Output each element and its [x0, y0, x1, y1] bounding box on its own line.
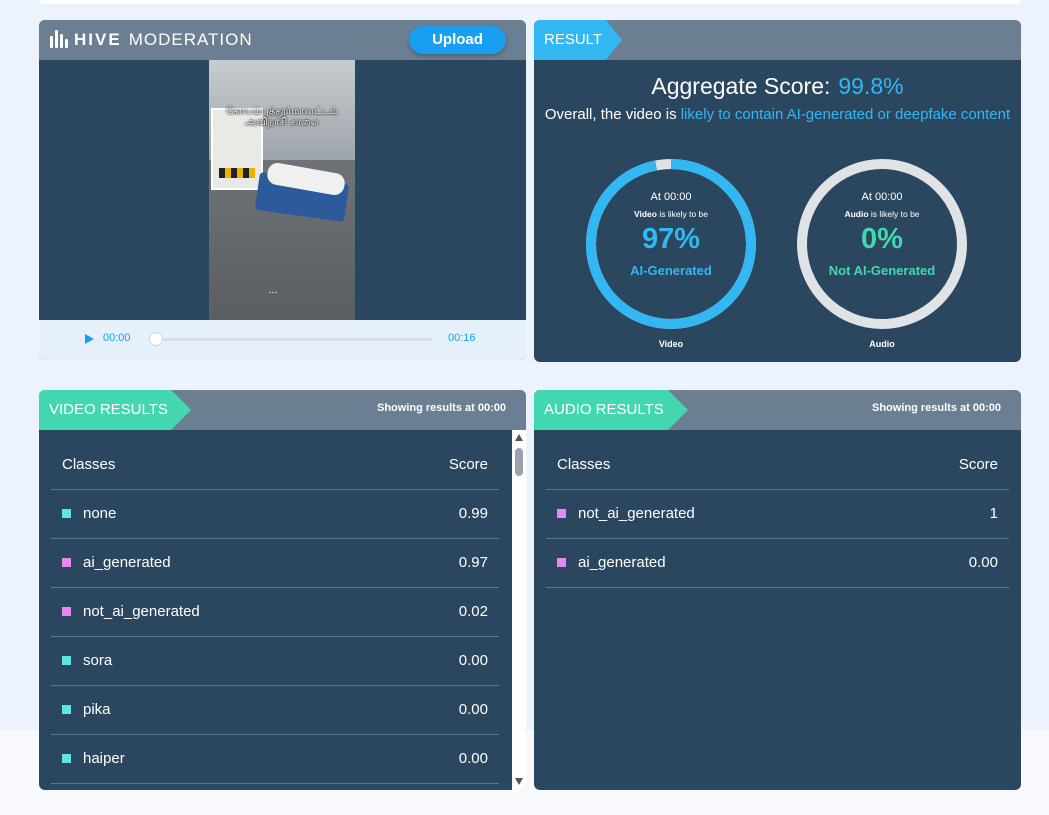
score-cell: 0.00: [368, 636, 499, 686]
logo-text-light: MODERATION: [128, 30, 253, 49]
overall-verdict: Overall, the video is likely to contain …: [544, 106, 1011, 123]
score-cell: 0.99: [368, 489, 499, 539]
current-time: 00:00: [103, 332, 131, 344]
class-color-swatch: [62, 704, 71, 714]
video-results-scrollbar[interactable]: [512, 430, 526, 790]
class-cell: haiper: [51, 734, 369, 784]
class-color-swatch: [62, 508, 71, 518]
class-cell: ai_generated: [546, 538, 875, 588]
class-name: sora: [83, 652, 113, 669]
video-results-tag: VIDEO RESULTS: [39, 390, 191, 430]
aggregate-score: Aggregate Score: 99.8%: [534, 73, 1021, 100]
seek-bar[interactable]: [155, 338, 433, 341]
scroll-thumb[interactable]: [515, 448, 523, 476]
video-gauge-label: Video: [658, 339, 684, 349]
duration: 00:16: [448, 332, 476, 344]
col-classes: Classes: [51, 440, 369, 490]
ambulance-image: [211, 108, 263, 190]
class-name: not_ai_generated: [578, 505, 695, 522]
video-controls: 00:00 00:16: [39, 320, 526, 360]
score-cell: 0.97: [368, 538, 499, 588]
video-watermark: ▪ ▪ ▪: [269, 290, 278, 296]
class-color-swatch: [62, 655, 71, 665]
class-color-swatch: [557, 508, 566, 518]
play-icon[interactable]: [85, 334, 94, 344]
score-cell: 0.02: [368, 587, 499, 637]
audio-results-table: Classes Score not_ai_generated 1 ai_genera…: [546, 440, 1009, 588]
class-cell: pika: [51, 685, 369, 735]
aggregate-label: Aggregate Score:: [651, 73, 831, 99]
class-color-swatch: [557, 557, 566, 567]
class-cell: none: [51, 489, 369, 539]
table-header-row: Classes Score: [51, 440, 499, 490]
aggregate-value: 99.8%: [838, 73, 904, 99]
hive-logo-icon: [50, 30, 68, 50]
class-cell: sora: [51, 636, 369, 686]
class-name: ai_generated: [578, 554, 666, 571]
col-score: Score: [874, 440, 1009, 490]
video-percent: 97%: [641, 223, 701, 255]
class-cell: ai_generated: [51, 538, 369, 588]
table-row: not_ai_generated 0.02: [51, 587, 499, 637]
video-results-panel: VIDEO RESULTS Showing results at 00:00 C…: [39, 390, 526, 790]
class-color-swatch: [62, 557, 71, 567]
class-cell: not_ai_generated: [51, 587, 369, 637]
scroll-down-icon[interactable]: [515, 778, 523, 785]
video-showing-at: Showing results at 00:00: [377, 402, 506, 414]
score-cell: 0.00: [874, 538, 1009, 588]
media-panel: HIVE MODERATION Upload கோயம்புத்தூர்மாவட…: [39, 20, 526, 360]
hive-logo: HIVE MODERATION: [50, 30, 253, 50]
video-class-label: AI-Generated: [630, 263, 712, 278]
col-score: Score: [368, 440, 499, 490]
class-color-swatch: [62, 753, 71, 763]
audio-results-panel: AUDIO RESULTS Showing results at 00:00 C…: [534, 390, 1021, 790]
score-cell: 0.00: [368, 734, 499, 784]
table-row: haiper 0.00: [51, 734, 499, 784]
video-caption: கோயம்புத்தூர்மாவட்டம் அவிநாசி சாலை: [226, 106, 338, 128]
score-cell: 0.00: [368, 685, 499, 735]
audio-percent: 0%: [861, 223, 903, 255]
score-cell: 1: [874, 489, 1009, 539]
col-classes: Classes: [546, 440, 875, 490]
audio-gauge-label: Audio: [869, 339, 895, 349]
top-strip: [40, 0, 1020, 4]
audio-results-tag: AUDIO RESULTS: [534, 390, 688, 430]
video-preview[interactable]: கோயம்புத்தூர்மாவட்டம் அவிநாசி சாலை ▪ ▪ ▪: [209, 60, 355, 320]
class-name: haiper: [83, 750, 125, 767]
table-row: none 0.99: [51, 489, 499, 539]
table-row: pika 0.00: [51, 685, 499, 735]
result-tag: RESULT: [534, 20, 622, 60]
verdict-highlight: likely to contain AI-generated or deepfa…: [680, 106, 1011, 123]
seek-handle[interactable]: [149, 332, 163, 346]
media-panel-header: HIVE MODERATION Upload: [39, 20, 526, 60]
video-results-table: Classes Score none 0.99 ai_generated 0.97 no…: [51, 440, 499, 784]
audio-showing-at: Showing results at 00:00: [872, 402, 1001, 414]
table-row: ai_generated 0.97: [51, 538, 499, 588]
table-row: ai_generated 0.00: [546, 538, 1009, 588]
class-name: not_ai_generated: [83, 603, 200, 620]
logo-text-bold: HIVE: [74, 30, 122, 49]
scroll-up-icon[interactable]: [515, 434, 523, 441]
table-row: not_ai_generated 1: [546, 489, 1009, 539]
table-row: sora 0.00: [51, 636, 499, 686]
class-name: pika: [83, 701, 111, 718]
result-panel: RESULT Aggregate Score: 99.8% Overall, th…: [534, 20, 1021, 362]
audio-gauge: At 00:00 Audio is likely to be 0% Not AI…: [797, 159, 967, 329]
class-color-swatch: [62, 606, 71, 616]
table-header-row: Classes Score: [546, 440, 1009, 490]
video-gauge: At 00:00 Video is likely to be 97% AI-Ge…: [586, 159, 756, 329]
audio-class-label: Not AI-Generated: [828, 263, 936, 278]
class-cell: not_ai_generated: [546, 489, 875, 539]
class-name: ai_generated: [83, 554, 171, 571]
class-name: none: [83, 505, 117, 522]
upload-button[interactable]: Upload: [409, 26, 506, 54]
